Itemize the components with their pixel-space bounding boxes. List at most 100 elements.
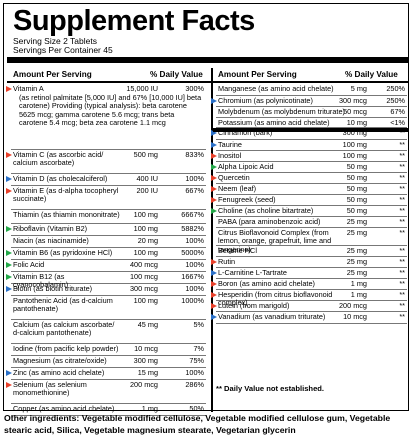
nutrient-name: Hesperidin (from citrus bioflavonoid com…: [218, 290, 333, 308]
nutrient-row: Molybdenum (as molybdenum triturate) 50 m…: [216, 107, 407, 118]
nutrient-name: Boron (as amino acid chelate): [218, 279, 315, 288]
blue-triangle-icon: [6, 176, 12, 182]
nutrient-amount: 10 mcg: [134, 344, 158, 353]
nutrient-details: (as retinol palmitate [5,000 IU] and 67%…: [19, 93, 202, 127]
nutrient-daily-value: **: [399, 312, 405, 321]
red-triangle-icon: [211, 292, 217, 298]
nutrient-amount: 100 mg: [133, 224, 158, 233]
nutrient-amount: 500 mg: [133, 150, 158, 159]
panel-title: Supplement Facts: [13, 5, 255, 37]
nutrient-row: Fenugreek (seed) 50 mg **: [211, 195, 407, 206]
nutrient-daily-value: **: [399, 184, 405, 193]
red-triangle-icon: [211, 281, 217, 287]
nutrient-name: Chromium (as polynicotinate): [218, 96, 313, 105]
nutrient-daily-value: 100%: [185, 368, 204, 377]
nutrient-daily-value: 667%: [185, 186, 204, 195]
nutrient-amount: 25 mg: [346, 257, 367, 266]
dv-header-right: % Daily Value: [345, 70, 398, 79]
nutrient-amount: 25 mg: [346, 228, 367, 237]
nutrient-amount: 300 mg: [133, 356, 158, 365]
red-triangle-icon: [6, 382, 12, 388]
nutrient-daily-value: 6667%: [181, 210, 204, 219]
red-triangle-icon: [211, 259, 217, 265]
nutrient-daily-value: 5882%: [181, 224, 204, 233]
nutrient-row: Selenium (as selenium monomethionine) 200…: [6, 380, 206, 404]
nutrient-amount: 50 mg: [346, 206, 367, 215]
nutrient-daily-value: 300%: [185, 84, 204, 93]
nutrient-name: Niacin (as niacinamide): [13, 236, 89, 245]
nutrient-name: Lutein (from marigold): [218, 301, 290, 310]
nutrient-name: Copper (as amino acid chelate): [13, 404, 115, 413]
nutrient-amount: 1 mg: [350, 279, 367, 288]
nutrient-name: Thiamin (as thiamin mononitrate): [13, 210, 120, 219]
nutrient-name: Vitamin C (as ascorbic acid/ calcium asc…: [13, 150, 104, 168]
nutrient-row: L-Carnitine L-Tartrate 25 mg **: [211, 268, 407, 279]
nutrient-daily-value: **: [399, 140, 405, 149]
nutrient-name: Vanadium (as vanadium triturate): [218, 312, 326, 321]
nutrient-name: Quercetin: [218, 173, 250, 182]
blue-triangle-icon: [211, 270, 217, 276]
nutrient-daily-value: **: [399, 268, 405, 277]
nutrient-name: Magnesium (as citrate/oxide): [13, 356, 107, 365]
nutrient-amount: 25 mg: [346, 217, 367, 226]
nutrient-name: Vitamin B12 (as cyanocobalamin): [13, 272, 69, 290]
nutrient-row: Niacin (as niacinamide) 20 mg 100%: [11, 236, 206, 248]
nutrient-amount: 25 mg: [346, 246, 367, 255]
nutrient-row: Riboflavin (Vitamin B2) 100 mg 5882%: [6, 224, 206, 236]
red-triangle-icon: [6, 188, 12, 194]
nutrient-name: Alpha Lipoic Acid: [218, 162, 274, 171]
green-triangle-icon: [6, 262, 12, 268]
nutrient-daily-value: 7%: [193, 344, 204, 353]
nutrient-daily-value: **: [399, 173, 405, 182]
nutrient-daily-value: 100%: [185, 260, 204, 269]
blue-triangle-icon: [211, 130, 217, 136]
nutrient-amount: 100 mg: [342, 140, 367, 149]
header-divider: [7, 81, 409, 83]
nutrient-amount: 400 mcg: [130, 260, 158, 269]
nutrient-amount: 300 mg: [342, 128, 367, 137]
nutrient-name: Iodine (from pacific kelp powder): [13, 344, 119, 353]
blue-triangle-icon: [6, 370, 12, 376]
thick-divider: [7, 57, 409, 63]
nutrient-amount: 25 mg: [346, 268, 367, 277]
nutrient-row: Thiamin (as thiamin mononitrate) 100 mg 66…: [11, 210, 206, 224]
nutrient-row: Taurine 100 mg **: [211, 140, 407, 151]
nutrient-amount: 100 mg: [133, 210, 158, 219]
nutrient-name: Inositol: [218, 151, 242, 160]
nutrient-name: Folic Acid: [13, 260, 45, 269]
nutrient-amount: 200 mcg: [339, 301, 367, 310]
nutrient-row: Vitamin B6 (as pyridoxine HCl) 100 mg 5000…: [6, 248, 206, 260]
nutrient-name: L-Carnitine L-Tartrate: [218, 268, 287, 277]
nutrient-amount: 100 mg: [133, 248, 158, 257]
nutrient-name: Vitamin D (as cholecalciferol): [13, 174, 108, 183]
nutrient-amount: 50 mcg: [343, 107, 367, 116]
nutrient-name: Molybdenum (as molybdenum triturate): [218, 107, 345, 116]
nutrient-row: Biotin (as biotin triturate) 300 mcg 100%: [6, 284, 206, 296]
nutrient-daily-value: **: [399, 195, 405, 204]
serving-size: Serving Size 2 Tablets: [13, 36, 97, 46]
nutrient-row: Vitamin B12 (as cyanocobalamin) 100 mcg 16…: [6, 272, 206, 289]
amount-header-right: Amount Per Serving: [218, 70, 297, 79]
nutrient-name: Rutin: [218, 257, 236, 266]
nutrient-daily-value: **: [399, 290, 405, 299]
nutrient-name: Biotin (as biotin triturate): [13, 284, 93, 293]
nutrient-daily-value: 100%: [185, 284, 204, 293]
nutrient-name: Betaine HCl: [218, 246, 257, 255]
red-triangle-icon: [211, 153, 217, 159]
nutrient-row: Betaine HCl 25 mg **: [216, 246, 407, 257]
nutrient-row: Rutin 25 mg **: [211, 257, 407, 268]
red-triangle-icon: [211, 197, 217, 203]
nutrient-row: Iodine (from pacific kelp powder) 10 mcg 7…: [11, 344, 206, 356]
nutrient-amount: 1 mg: [350, 290, 367, 299]
nutrient-row: Vanadium (as vanadium triturate) 10 mcg **: [211, 312, 407, 324]
nutrient-row: Vitamin C (as ascorbic acid/ calcium asc…: [6, 150, 206, 174]
nutrient-daily-value: 1000%: [181, 296, 204, 305]
nutrient-row: Vitamin D (as cholecalciferol) 400 IU 100%: [6, 174, 206, 186]
nutrient-amount: 45 mg: [137, 320, 158, 329]
nutrient-daily-value: **: [399, 228, 405, 237]
nutrient-daily-value: 100%: [185, 174, 204, 183]
dv-header-left: % Daily Value: [150, 70, 203, 79]
nutrient-amount: 50 mg: [346, 162, 367, 171]
nutrient-row: Folic Acid 400 mcg 100%: [6, 260, 206, 272]
nutrient-name: Pantothenic Acid (as d-calcium pantothen…: [13, 296, 113, 314]
